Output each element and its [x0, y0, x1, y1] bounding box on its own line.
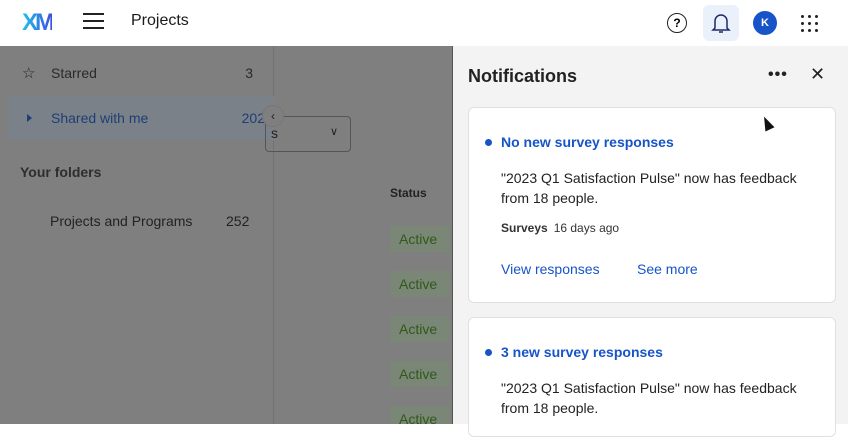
folder-label: Projects and Programs — [50, 213, 193, 229]
sidebar-item-starred[interactable]: ☆ Starred 3 — [0, 51, 270, 95]
status-badge: Active — [390, 271, 450, 297]
main-content-dimmed: ☆ Starred 3 Shared with me 202 Your fold… — [0, 46, 452, 424]
unread-dot-icon — [485, 139, 492, 146]
chevron-left-icon: ‹ — [271, 109, 275, 123]
bell-icon — [711, 14, 731, 33]
sidebar-item-count: 202 — [241, 110, 265, 126]
filter-dropdown[interactable]: s ∨ — [265, 116, 351, 152]
sidebar: ☆ Starred 3 Shared with me 202 Your fold… — [0, 46, 274, 424]
unread-dot-icon — [485, 349, 492, 356]
help-button[interactable]: ? — [659, 5, 695, 41]
caret-right-icon — [27, 114, 32, 122]
notification-body: "2023 Q1 Satisfaction Pulse" now has fee… — [501, 380, 797, 416]
grid-icon — [800, 14, 818, 32]
notifications-button[interactable] — [703, 5, 739, 41]
section-title: Your folders — [20, 164, 102, 180]
notification-meta: Surveys 16 days ago — [501, 221, 619, 235]
more-options-icon[interactable]: ••• — [768, 66, 788, 83]
close-icon[interactable]: ✕ — [810, 64, 826, 84]
dropdown-value: s — [271, 125, 278, 141]
panel-title: Notifications — [468, 66, 578, 86]
status-badge: Active — [390, 361, 450, 387]
notification-body: "2023 Q1 Satisfaction Pulse" now has fee… — [501, 170, 797, 206]
notification-card: No new survey responses "2023 Q1 Satisfa… — [468, 107, 836, 303]
notification-title[interactable]: No new survey responses — [501, 134, 674, 150]
folder-item[interactable]: Projects and Programs 252 — [50, 213, 250, 229]
xm-logo[interactable]: XM — [22, 9, 55, 36]
notifications-panel: Notifications ••• ✕ No new survey respon… — [452, 46, 848, 437]
notification-time: 16 days ago — [553, 221, 620, 235]
avatar[interactable]: K — [747, 5, 783, 41]
view-responses-link[interactable]: View responses — [501, 261, 600, 277]
sidebar-item-shared-with-me[interactable]: Shared with me 202 — [8, 96, 274, 140]
apps-button[interactable] — [791, 5, 827, 41]
sidebar-item-label: Shared with me — [51, 110, 149, 126]
star-icon: ☆ — [22, 65, 36, 82]
collapse-sidebar-button[interactable]: ‹ — [262, 105, 284, 127]
notification-card: 3 new survey responses "2023 Q1 Satisfac… — [468, 317, 836, 437]
folder-count: 252 — [226, 213, 250, 229]
sidebar-item-count: 3 — [245, 65, 253, 81]
status-badge: Active — [390, 316, 450, 342]
page-title: Projects — [131, 12, 189, 29]
status-badge: Active — [390, 226, 450, 252]
status-column-header[interactable]: Status — [390, 186, 427, 200]
avatar-initial: K — [753, 11, 777, 35]
status-badge: Active — [390, 406, 450, 424]
notification-category: Surveys — [501, 221, 548, 235]
see-more-link[interactable]: See more — [637, 261, 698, 277]
top-bar: XM Projects ? K — [0, 0, 848, 46]
menu-icon[interactable] — [83, 13, 104, 29]
help-icon: ? — [667, 13, 687, 33]
notification-title[interactable]: 3 new survey responses — [501, 344, 663, 360]
sidebar-item-label: Starred — [51, 65, 97, 81]
chevron-down-icon: ∨ — [329, 126, 338, 138]
